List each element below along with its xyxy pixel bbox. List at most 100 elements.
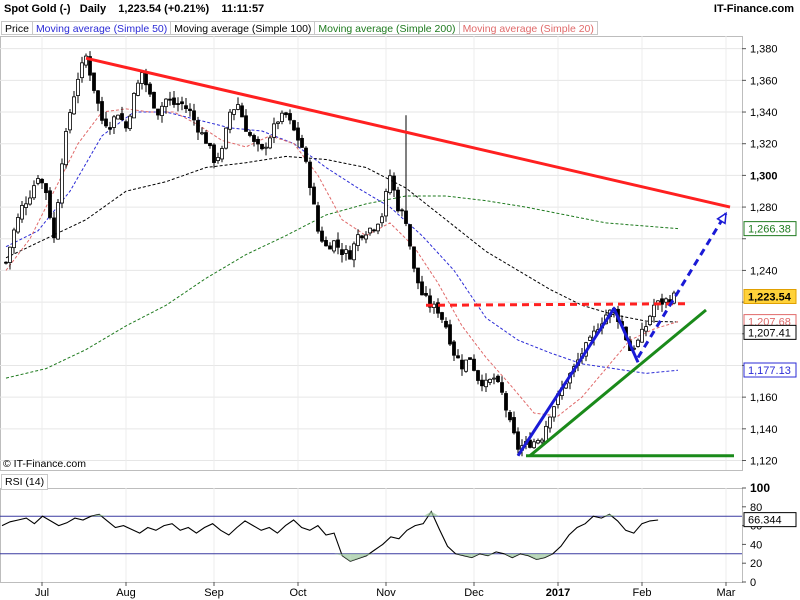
candle — [492, 373, 496, 385]
candle — [636, 338, 640, 348]
candle — [588, 335, 592, 341]
candle — [640, 322, 644, 343]
candle-body — [244, 115, 248, 132]
candle-body — [120, 113, 124, 120]
rsi-oversold-fill — [455, 553, 464, 556]
candle — [644, 322, 648, 337]
candle-body — [552, 406, 556, 418]
candle-body — [112, 116, 116, 128]
candle-body — [492, 377, 496, 380]
candle — [252, 133, 256, 147]
candle — [516, 427, 520, 456]
candle — [224, 127, 228, 150]
rsi-oversold-fill — [366, 553, 375, 556]
candle-body — [48, 190, 52, 218]
candle-body — [460, 359, 464, 370]
rsi-oversold-fill — [504, 553, 513, 558]
legend-ma200[interactable]: Moving average (Simple 200) — [314, 21, 460, 35]
legend-ma50[interactable]: Moving average (Simple 50) — [31, 21, 172, 35]
moving-averages — [5, 108, 679, 417]
candle — [484, 373, 488, 392]
candle-body — [544, 425, 548, 443]
candle-body — [488, 378, 492, 383]
candle — [424, 286, 428, 298]
candle-body — [364, 234, 368, 240]
rsi-grid — [0, 488, 743, 583]
candle-body — [316, 205, 320, 232]
period: Daily — [79, 3, 107, 15]
candle-body — [240, 105, 244, 118]
rsi-last-value: 66.344 — [748, 515, 782, 527]
candle-body — [288, 113, 292, 121]
candle-body — [224, 127, 228, 149]
candle — [508, 409, 512, 423]
candle — [164, 98, 168, 114]
candle-body — [424, 293, 428, 296]
candle-body — [344, 249, 348, 254]
candle-body — [472, 358, 476, 371]
x-tick-label: Feb — [633, 587, 652, 599]
candle — [176, 97, 180, 112]
x-tick-label: 2017 — [546, 587, 570, 599]
candle-body — [128, 115, 132, 130]
candle — [336, 232, 340, 255]
legend-price[interactable]: Price — [1, 21, 33, 35]
candle — [340, 243, 344, 263]
candle-body — [340, 249, 344, 255]
candle-body — [636, 339, 640, 347]
candle-body — [16, 217, 20, 233]
candle — [472, 354, 476, 372]
legend-ma100[interactable]: Moving average (Simple 100) — [170, 21, 316, 35]
candle — [148, 81, 152, 97]
candle — [36, 174, 40, 186]
candle-body — [312, 186, 316, 205]
candle-body — [480, 379, 484, 387]
rsi-oversold-fill — [479, 553, 488, 556]
candle — [428, 288, 432, 313]
candle-body — [672, 292, 676, 304]
candle-body — [392, 175, 396, 191]
candle-body — [28, 197, 32, 205]
candle — [464, 359, 468, 373]
rsi-oversold-fill — [350, 553, 359, 562]
rsi-overbought-fill — [423, 511, 432, 517]
candle-body — [200, 132, 204, 135]
ma100-tag-value: 1,207.41 — [748, 327, 791, 339]
x-tick-label: Dec — [464, 587, 484, 599]
candle — [248, 129, 252, 138]
rsi-label[interactable]: RSI (14) — [1, 474, 49, 490]
candle-body — [388, 175, 392, 194]
x-tick-label: Sep — [204, 587, 224, 599]
candle — [452, 340, 456, 361]
pattern-line — [516, 306, 640, 457]
candle-body — [44, 183, 48, 194]
candle-body — [476, 370, 480, 381]
timestamp: 11:11:57 — [221, 3, 265, 15]
candle-body — [148, 83, 152, 95]
projection-arrowhead — [716, 211, 727, 225]
rsi-oversold-fill — [520, 553, 529, 556]
candle — [380, 213, 384, 227]
candle-body — [56, 202, 60, 240]
price-tag-box — [743, 288, 797, 304]
x-tick-label: Nov — [376, 587, 396, 599]
rsi-oversold-fill — [334, 553, 343, 556]
axes: 1,380 1,360 1,340 1,320 1,300 1,280 1,240 1,160… — [35, 44, 778, 599]
price-tag-value: 1,223.54 — [748, 291, 792, 303]
candle — [496, 374, 500, 383]
candle — [352, 241, 356, 268]
candle — [40, 178, 44, 189]
candle-body — [548, 416, 552, 429]
ma50-tag-box — [743, 362, 797, 378]
candle-body — [328, 245, 332, 250]
candle-body — [116, 114, 120, 120]
candle — [12, 227, 16, 254]
legend-ma20[interactable]: Moving average (Simple 20) — [458, 21, 598, 35]
price-tick-label: 1,320 — [750, 139, 778, 151]
candle — [44, 182, 48, 200]
candle — [200, 127, 204, 136]
candle-body — [184, 105, 188, 110]
candle-body — [256, 138, 260, 145]
candle-body — [52, 217, 56, 239]
candle-body — [96, 90, 100, 104]
